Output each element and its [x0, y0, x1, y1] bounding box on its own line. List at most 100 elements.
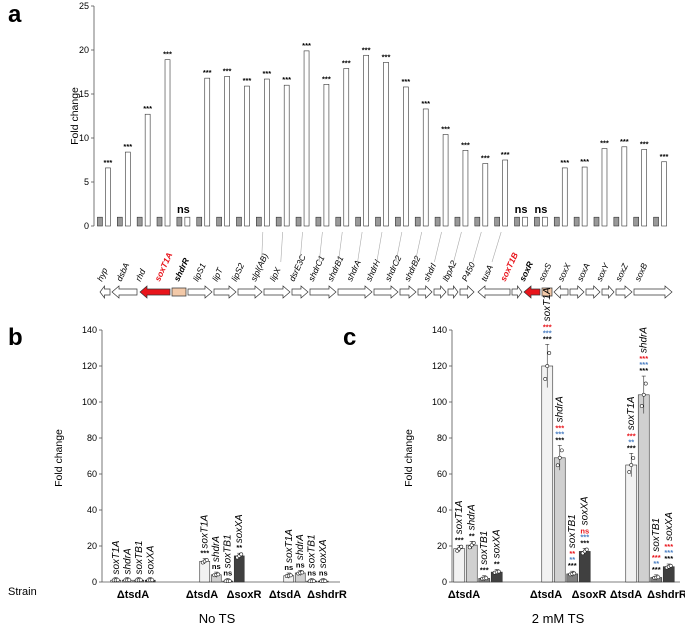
panel-a-bar-treated: [164, 59, 171, 227]
panel-a-significance: ***: [362, 45, 371, 54]
panel-c-replicate-point: [643, 381, 648, 386]
panel-b-significance: ns: [223, 568, 232, 577]
panel-a-bar-treated: [224, 76, 230, 227]
panel-a-bar-treated: [522, 216, 528, 227]
panel-c-y-tick-label: 80: [437, 433, 447, 443]
panel-c-replicate-point: [572, 571, 577, 576]
panel-c-significance: ***: [652, 553, 661, 562]
panel-a-significance: ***: [382, 52, 391, 61]
panel-a-bar-control: [395, 216, 401, 227]
panel-c-replicate-point: [639, 404, 644, 408]
gene-label: P450: [460, 260, 478, 282]
panel-a-bar-treated: [561, 167, 568, 227]
gene-arrow: [553, 285, 569, 299]
panel-c-bar: [578, 551, 591, 583]
connector-line: [395, 231, 403, 263]
panel-a-bar-control: [454, 216, 461, 227]
panel-c-replicate-point: [557, 455, 562, 460]
panel-b-replicate-point: [150, 578, 155, 582]
panel-b-y-tick-label: 60: [87, 469, 97, 479]
gene-arrow: [99, 284, 111, 300]
connector-line: [453, 231, 462, 263]
gene-label: soxS: [536, 261, 553, 283]
panel-c-chart: Fold change 2 mM TS 0 20 40 60 80 100 120 140 **…: [403, 287, 685, 626]
connector-line: [280, 231, 283, 263]
panel-a-bar-treated: [323, 84, 330, 227]
gene-label: shdrC2: [383, 254, 404, 283]
gene-arrow: [187, 285, 213, 299]
panel-a-bar-treated: [184, 216, 191, 227]
panel-a-bar-treated: [303, 50, 310, 227]
panel-a-letter: a: [8, 1, 22, 28]
gene-label: rhd: [133, 267, 147, 283]
connector-line: [434, 231, 442, 263]
panel-b-strain-label: ΔsoxR: [227, 589, 262, 601]
gene-arrow: [447, 284, 459, 300]
connector-line: [472, 231, 482, 263]
panel-c-y-tick-label: 120: [432, 361, 447, 371]
gene-label: tusA: [479, 263, 495, 283]
panel-a-bar-control: [573, 216, 580, 227]
gene-label: hyp: [95, 266, 110, 283]
gene-arrow: [585, 285, 601, 299]
panel-a-significance: ***: [282, 75, 291, 84]
panel-c-significance: ***: [543, 328, 552, 337]
panel-c-significance: ***: [664, 542, 673, 551]
panel-c-significance: **: [469, 531, 475, 540]
connector-line: [299, 231, 303, 263]
connector-line: [318, 231, 323, 263]
panel-c-replicate-point: [627, 470, 632, 474]
panel-a-significance: ***: [203, 68, 212, 77]
panel-a-significance: ***: [143, 104, 152, 113]
panel-c-replicate-point: [471, 540, 476, 545]
panel-a-significance: ***: [421, 99, 430, 108]
panel-c-letter: c: [343, 324, 356, 351]
panel-c-bar: [625, 464, 638, 583]
panel-b-gene-label: soxTB1: [134, 541, 145, 575]
panel-a-bar-control: [335, 216, 342, 227]
panel-a-bar-control: [553, 216, 560, 227]
panel-b-y-tick-label: 140: [82, 325, 97, 335]
panel-a-bar-control: [593, 216, 600, 227]
gene-arrow: [309, 285, 337, 299]
panel-c-significance: ***: [639, 366, 648, 375]
panel-a-bar-control: [116, 216, 123, 227]
panel-b-replicate-point: [216, 572, 221, 577]
panel-a-bar-treated: [144, 113, 151, 227]
panel-a-significance: ***: [640, 139, 649, 148]
gene-arrow: [541, 287, 553, 297]
panel-c-bar: [637, 394, 650, 583]
panel-c-gene-label: soxTB1: [651, 518, 662, 552]
panel-a-bar-treated: [621, 146, 628, 227]
panel-a-bar-control: [494, 216, 500, 227]
panel-c-significance: **: [569, 549, 575, 558]
panel-c-bar: [553, 457, 566, 583]
panel-b-replicate-point: [115, 578, 120, 582]
panel-c-strain-label: ΔtsdA: [448, 589, 480, 601]
panel-a-bar-control: [633, 216, 640, 227]
panel-b-gene-label: soxXA: [318, 539, 329, 568]
gene-label: shdrB1: [325, 254, 346, 283]
panel-c-significance: **: [494, 559, 500, 568]
panel-c-replicate-point: [543, 377, 548, 381]
panel-b-significance: ns: [284, 563, 293, 572]
panel-a-bar-treated: [661, 161, 667, 227]
panel-c-significance: ns: [580, 526, 589, 535]
panel-b-gene-label: soxT1A: [284, 529, 295, 563]
panel-b-strain-label: ΔtsdA: [117, 589, 149, 601]
panel-b-replicate-point: [227, 579, 232, 583]
connector-line: [357, 231, 363, 263]
gene-label: shdrH: [364, 257, 383, 283]
panel-c-significance: ***: [568, 561, 577, 570]
panel-b-gene-label: soxT1A: [200, 514, 211, 548]
gene-arrow: [263, 285, 291, 299]
panel-c-gene-label: soxT1A: [626, 396, 637, 430]
gene-label: lipT: [210, 265, 225, 282]
panel-a-bar-treated: [641, 149, 648, 227]
panel-c-replicate-point: [459, 544, 464, 549]
gene-label: soxX: [556, 261, 573, 283]
panel-a-significance: ***: [401, 77, 410, 86]
gene-label: shdrI: [421, 261, 438, 283]
panel-a-y-tick-label: 10: [79, 133, 89, 143]
